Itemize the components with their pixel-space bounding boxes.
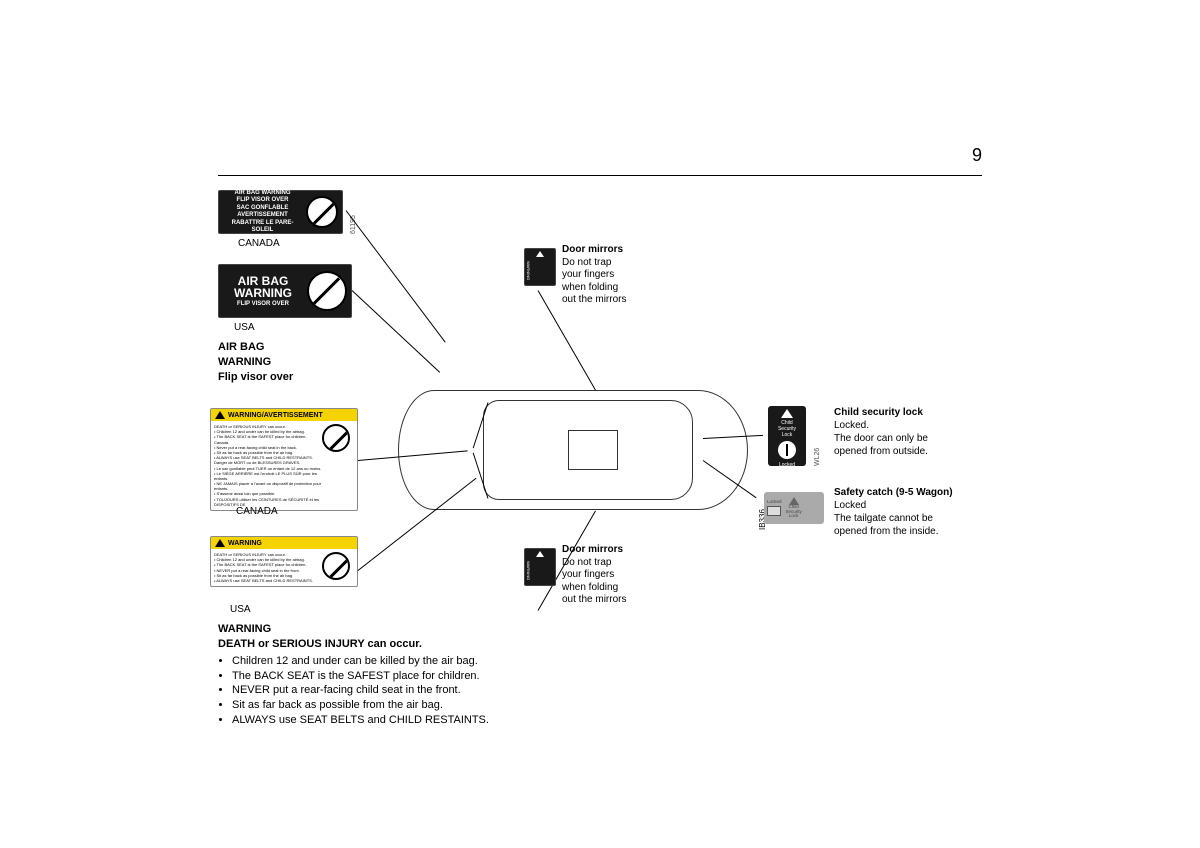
main-warning-block: WARNING DEATH or SERIOUS INJURY can occu…	[218, 622, 489, 728]
safety-catch-line: The tailgate cannot be	[834, 512, 953, 525]
yellow-body-text: DEATH or SERIOUS INJURY can occur. • Chi…	[214, 424, 322, 507]
warning-triangle-icon	[781, 409, 793, 418]
label-line: AIR BAG WARNING	[221, 190, 304, 198]
airbag-heading: AIR BAG WARNING Flip visor over	[218, 340, 293, 385]
car-diagram	[388, 370, 758, 530]
label-caption: USA	[230, 604, 251, 615]
warning-text: WARNING	[526, 261, 531, 280]
child-lock-text: Child security lock Locked. The door can…	[834, 406, 928, 458]
label-line: FLIP VISOR OVER	[222, 301, 304, 307]
label-line: FLIP VISOR OVER	[221, 197, 304, 205]
child-lock-heading: Child security lock	[834, 406, 928, 419]
warning-triangle-icon	[536, 551, 544, 557]
heading-line: AIR BAG	[218, 340, 293, 355]
warning-item: The BACK SEAT is the SAFEST place for ch…	[232, 669, 489, 684]
airbag-label-canada: AIR BAG WARNING FLIP VISOR OVER SAC GONF…	[218, 190, 343, 234]
warning-triangle-icon	[536, 251, 544, 257]
safety-catch-text: Safety catch (9-5 Wagon) Locked The tail…	[834, 486, 953, 538]
label-caption-usa: USA	[234, 322, 255, 333]
warning-item: ALWAYS use SEAT BELTS and CHILD RESTAINT…	[232, 713, 489, 728]
label-line: AVERTISSEMENT	[221, 212, 304, 220]
door-mirror-warning-icon: WARNING	[524, 548, 556, 586]
lock-square-icon	[767, 506, 781, 516]
label-line: WARNING	[222, 287, 304, 299]
prohibit-icon	[306, 196, 338, 228]
lock-slot-icon	[778, 441, 796, 459]
connector-line	[346, 210, 446, 342]
airbag-label-usa: AIR BAG WARNING FLIP VISOR OVER	[218, 264, 352, 318]
page-number: 9	[972, 145, 982, 166]
child-lock-icon: Child Security Lock Locked	[768, 406, 806, 466]
safety-catch-line: Locked	[834, 499, 953, 512]
warning-subheading: DEATH or SERIOUS INJURY can occur.	[218, 637, 489, 652]
mirror-line: out the mirrors	[562, 294, 626, 307]
mirror-line: Do not trap	[562, 557, 626, 570]
warning-triangle-icon	[215, 411, 225, 419]
mirror-heading: Door mirrors	[562, 544, 626, 557]
prohibit-icon	[322, 424, 350, 452]
page-content: AIR BAG WARNING FLIP VISOR OVER SAC GONF…	[218, 190, 982, 730]
mirror-line: your fingers	[562, 569, 626, 582]
icon-line: Lock	[789, 514, 799, 519]
prohibit-icon	[322, 552, 350, 580]
yellow-warning-usa: WARNING DEATH or SERIOUS INJURY can occu…	[210, 536, 358, 587]
door-mirror-text-top: Door mirrors Do not trap your fingers wh…	[562, 244, 626, 307]
door-mirror-text-bottom: Door mirrors Do not trap your fingers wh…	[562, 544, 626, 607]
door-mirror-warning-icon: WARNING	[524, 248, 556, 286]
warning-triangle-icon	[215, 539, 225, 547]
mirror-line: when folding	[562, 282, 626, 295]
yellow-header-text: WARNING/AVERTISSEMENT	[228, 412, 323, 419]
icon-line: Locked	[767, 500, 782, 505]
icon-line: Locked	[768, 462, 806, 468]
child-lock-line: Locked.	[834, 419, 928, 432]
label-line: RABATTRE LE PARE-SOLEIL	[221, 220, 304, 235]
mirror-heading: Door mirrors	[562, 244, 626, 257]
prohibit-icon	[307, 271, 347, 311]
child-lock-line: The door can only be	[834, 432, 928, 445]
heading-line: Flip visor over	[218, 370, 293, 385]
warning-text: WARNING	[526, 561, 531, 580]
warning-heading: WARNING	[218, 622, 489, 637]
yellow-body-text: DEATH or SERIOUS INJURY can occur. • Chi…	[214, 552, 322, 583]
warning-item: Sit as far back as possible from the air…	[232, 698, 489, 713]
mirror-line: when folding	[562, 582, 626, 595]
mirror-line: Do not trap	[562, 257, 626, 270]
icon-line: Lock	[768, 432, 806, 438]
yellow-header-text: WARNING	[228, 540, 262, 547]
mirror-line: out the mirrors	[562, 594, 626, 607]
car-sunroof	[568, 430, 618, 470]
rule	[218, 175, 982, 176]
img-ref: WL26	[814, 448, 821, 466]
warning-item: NEVER put a rear-facing child seat in th…	[232, 683, 489, 698]
mirror-line: your fingers	[562, 269, 626, 282]
label-caption-canada: CANADA	[238, 238, 280, 249]
heading-line: WARNING	[218, 355, 293, 370]
safety-catch-line: opened from the inside.	[834, 525, 953, 538]
child-lock-line: opened from outside.	[834, 445, 928, 458]
label-caption: CANADA	[236, 506, 278, 517]
yellow-warning-canada: WARNING/AVERTISSEMENT DEATH or SERIOUS I…	[210, 408, 358, 511]
warning-item: Children 12 and under can be killed by t…	[232, 654, 489, 669]
safety-catch-icon: Locked Child Security Lock	[764, 492, 824, 524]
label-line: SAC GONFLABLE	[221, 205, 304, 213]
safety-catch-heading: Safety catch (9-5 Wagon)	[834, 486, 953, 499]
warning-list: Children 12 and under can be killed by t…	[218, 654, 489, 728]
connector-line	[352, 290, 440, 373]
